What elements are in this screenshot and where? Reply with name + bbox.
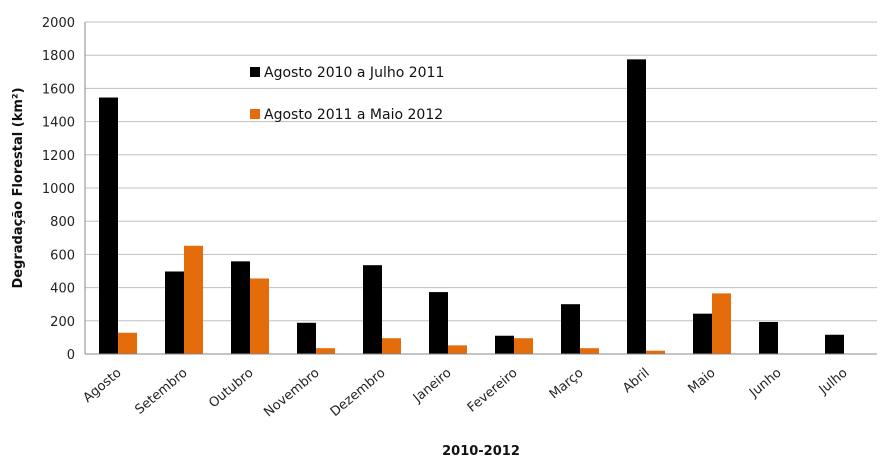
bar-series-2 <box>514 338 533 354</box>
legend-label-series-2: Agosto 2011 a Maio 2012 <box>264 107 443 123</box>
bar-series-2 <box>184 245 203 354</box>
bar-series-1 <box>495 335 514 354</box>
x-tick-label: Maio <box>685 366 718 397</box>
x-tick-label: Novembro <box>261 366 322 421</box>
legend: Agosto 2010 a Julho 2011 Agosto 2011 a M… <box>250 65 444 123</box>
x-tick-label: Fevereiro <box>465 366 521 416</box>
y-tick-label: 1800 <box>42 49 75 64</box>
y-tick-label: 2000 <box>42 16 75 31</box>
x-tick-label: Agosto <box>81 366 125 406</box>
y-axis-title: Degradação Florestal (km²) <box>11 87 26 288</box>
bar-series-1 <box>429 292 448 354</box>
bar-series-1 <box>231 261 250 354</box>
y-tick-label: 1600 <box>42 82 75 97</box>
y-axis-ticks: 0 200 400 600 800 1000 1200 1400 1600 1800 2000 <box>42 16 75 363</box>
bar-series-1 <box>297 322 316 354</box>
y-tick-label: 200 <box>50 315 75 330</box>
bar-series-1 <box>165 271 184 354</box>
x-tick-label: Março <box>547 366 587 403</box>
y-tick-label: 1400 <box>42 116 75 131</box>
x-axis-ticks: Agosto Setembro Outubro Novembro Dezembro Jan… <box>81 366 851 421</box>
x-tick-label: Dezembro <box>328 366 389 420</box>
grid-lines <box>85 21 877 322</box>
bar-series-1 <box>627 59 646 354</box>
legend-swatch-series-1 <box>250 67 260 77</box>
bar-series-1 <box>363 265 382 354</box>
bar-series-1 <box>561 304 580 354</box>
bar-series-2 <box>448 345 467 354</box>
x-tick-label: Outubro <box>206 366 256 412</box>
y-tick-label: 1200 <box>42 149 75 164</box>
bar-series-1 <box>825 334 844 354</box>
y-tick-label: 600 <box>50 248 75 263</box>
bar-series-2 <box>250 278 269 354</box>
x-tick-label: Abril <box>620 366 652 397</box>
y-tick-label: 800 <box>50 215 75 230</box>
y-tick-label: 0 <box>67 348 75 363</box>
bars <box>99 59 844 354</box>
x-tick-label: Janeiro <box>410 366 455 407</box>
x-tick-label: Junho <box>746 366 784 402</box>
y-tick-label: 400 <box>50 282 75 297</box>
bar-series-2 <box>382 338 401 354</box>
bar-series-1 <box>99 97 118 354</box>
y-tick-label: 1000 <box>42 182 75 197</box>
x-tick-label: Setembro <box>132 366 190 418</box>
x-tick-label: Julho <box>816 366 851 399</box>
bar-series-2 <box>316 348 335 354</box>
legend-swatch-series-2 <box>250 109 260 119</box>
bar-series-2 <box>580 348 599 354</box>
x-axis-title: 2010-2012 <box>442 444 520 459</box>
legend-label-series-1: Agosto 2010 a Julho 2011 <box>264 65 444 81</box>
bar-series-2 <box>712 293 731 354</box>
bar-series-2 <box>646 350 665 354</box>
bar-series-1 <box>759 321 778 354</box>
bar-series-1 <box>693 313 712 354</box>
bar-series-2 <box>118 332 137 354</box>
